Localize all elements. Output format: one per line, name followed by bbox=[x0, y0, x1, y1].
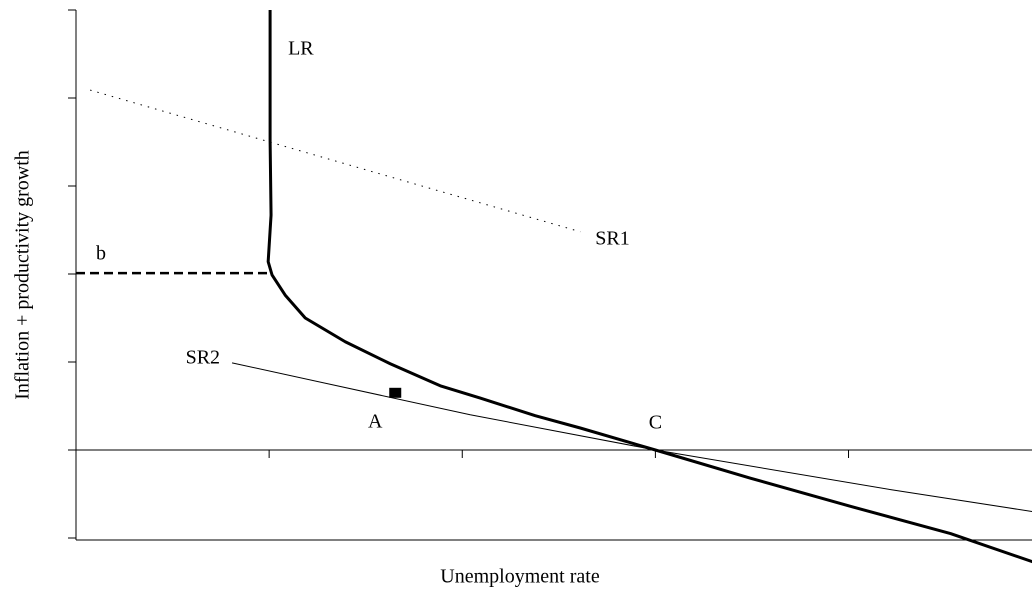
series-label: SR1 bbox=[595, 227, 629, 249]
x-axis-label: Unemployment rate bbox=[440, 566, 600, 588]
line-series bbox=[89, 89, 581, 233]
line-series bbox=[231, 362, 1032, 513]
series-label: b bbox=[96, 243, 106, 265]
series-label: SR2 bbox=[186, 346, 220, 368]
line-series bbox=[266, 10, 1032, 564]
y-axis-label: Inflation + productivity growth bbox=[12, 150, 34, 400]
point-label: C bbox=[649, 412, 662, 434]
point-label: A bbox=[368, 410, 383, 432]
series-label: LR bbox=[288, 38, 314, 60]
point-marker bbox=[389, 387, 402, 398]
